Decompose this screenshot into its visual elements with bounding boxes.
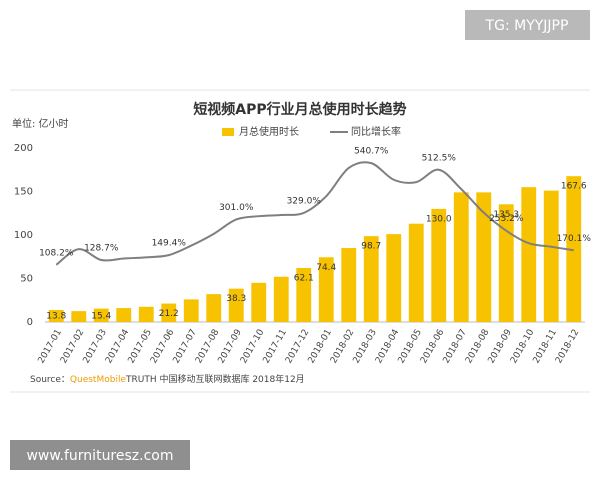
bar (521, 187, 537, 322)
bar (296, 267, 312, 322)
data-label: 512.5% (422, 153, 457, 163)
data-label: 167.6 (561, 182, 587, 192)
data-label: 135.3 (493, 210, 519, 220)
bar (116, 308, 132, 322)
bar (363, 236, 379, 322)
bar (138, 306, 154, 322)
data-label: 170.1% (557, 234, 592, 244)
bar (71, 311, 87, 322)
watermark-box (465, 10, 590, 40)
source-brand: QuestMobile (70, 375, 127, 385)
watermark-box (10, 440, 190, 470)
bar (566, 176, 582, 322)
line (55, 161, 574, 266)
legend-label: 同比增长率 (351, 125, 401, 138)
bar (476, 192, 492, 322)
data-label: 21.2 (159, 309, 179, 319)
bar (273, 276, 289, 322)
data-label: 130.0 (426, 214, 452, 224)
bar (206, 294, 222, 322)
data-label: 15.4 (91, 312, 111, 322)
data-label: 13.8 (46, 312, 66, 322)
data-label: 301.0% (219, 203, 254, 213)
data-label: 329.0% (287, 196, 322, 206)
data-label: 149.4% (152, 239, 187, 249)
source-text: TRUTH 中国移动互联网数据库 2018年12月 (125, 373, 305, 385)
y-tick-label: 0 (27, 317, 33, 328)
source: Source：QuestMobileTRUTH 中国移动互联网数据库 2018年… (30, 373, 305, 385)
bar (431, 208, 447, 322)
data-label: 108.2% (39, 248, 74, 258)
watermark: www.furnituresz.com (26, 448, 173, 464)
source-label: Source： (30, 375, 70, 385)
chart-title: 短视频APP行业月总使用时长趋势 (193, 101, 406, 118)
legend-swatch (222, 128, 234, 136)
bar (408, 223, 424, 322)
data-label: 62.1 (294, 273, 314, 283)
data-label: 38.3 (226, 294, 246, 304)
data-label: 253.2% (489, 214, 524, 224)
bar (93, 308, 109, 322)
bar (183, 299, 199, 322)
watermark: TG: MYYJJPP (485, 18, 569, 34)
y-unit: 单位: 亿小时 (12, 117, 69, 130)
bar (318, 257, 334, 322)
data-label: 540.7% (354, 147, 389, 157)
bar (161, 303, 177, 322)
bar (341, 248, 357, 322)
y-tick-label: 100 (14, 230, 33, 241)
data-label: 128.7% (84, 243, 119, 253)
y-tick-label: 200 (14, 143, 33, 154)
bar (453, 192, 469, 322)
bar (228, 288, 244, 322)
bar (543, 190, 559, 322)
bar (386, 234, 402, 322)
data-label: 74.4 (316, 263, 336, 273)
data-label: 98.7 (361, 242, 381, 252)
y-tick-label: 150 (14, 187, 33, 198)
legend-label: 月总使用时长 (239, 125, 299, 138)
bar (251, 282, 267, 322)
bar (48, 309, 64, 322)
y-tick-label: 50 (20, 274, 33, 285)
